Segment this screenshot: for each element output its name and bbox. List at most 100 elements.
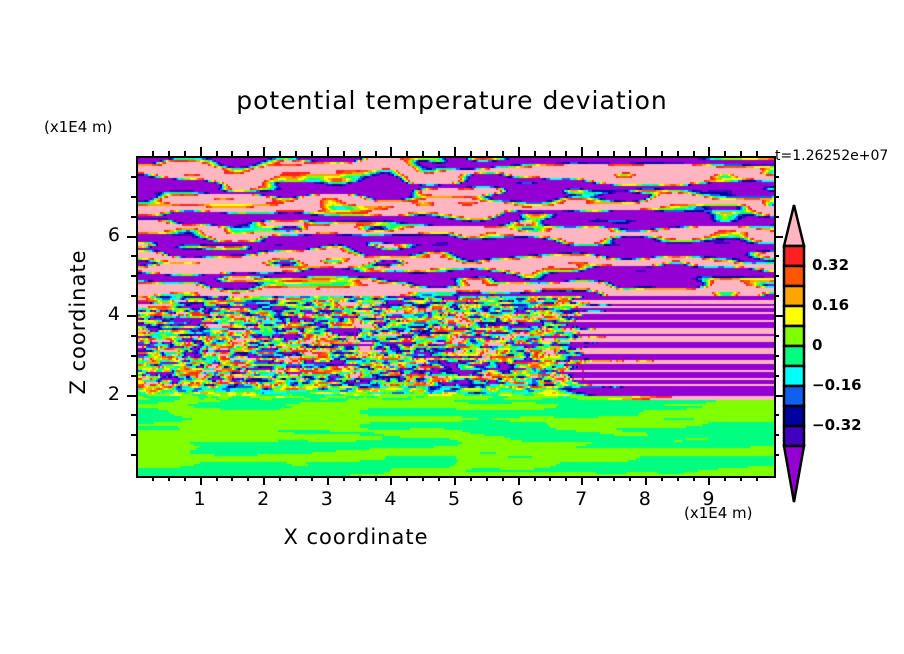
x-tick-label: 2 bbox=[257, 488, 270, 510]
x-tick-minor bbox=[501, 476, 504, 481]
x-axis-title: X coordinate bbox=[283, 525, 429, 549]
x-tick-minor bbox=[406, 476, 409, 481]
x-tick-minor bbox=[215, 476, 218, 481]
z-tick-major bbox=[127, 235, 136, 238]
x-tick-label: 8 bbox=[638, 488, 651, 510]
x-tick-minor bbox=[676, 476, 679, 481]
x-tick-minor bbox=[565, 476, 568, 481]
x-tick-minor-top bbox=[310, 151, 313, 156]
x-tick-major bbox=[454, 476, 456, 485]
page-title: potential temperature deviation bbox=[236, 86, 668, 115]
x-tick-major-top bbox=[390, 147, 393, 156]
x-tick-minor bbox=[358, 476, 361, 481]
z-tick-minor bbox=[131, 295, 136, 298]
x-tick-minor-top bbox=[422, 151, 425, 156]
x-tick-minor bbox=[756, 476, 759, 481]
z-axis-unit-label: (x1E4 m) bbox=[44, 118, 113, 136]
z-tick-minor bbox=[131, 215, 136, 218]
x-tick-minor bbox=[533, 476, 536, 481]
x-tick-minor-top bbox=[501, 151, 504, 156]
x-tick-label: 9 bbox=[702, 488, 715, 510]
z-tick-minor-right bbox=[774, 175, 779, 178]
x-tick-minor-top bbox=[406, 151, 409, 156]
x-tick-minor-top bbox=[279, 151, 282, 156]
z-tick-minor bbox=[131, 275, 136, 278]
x-tick-minor-top bbox=[485, 151, 488, 156]
x-tick-major bbox=[644, 476, 647, 485]
z-tick-minor-right bbox=[774, 414, 779, 417]
x-tick-minor bbox=[231, 476, 234, 481]
z-tick-minor-right bbox=[774, 215, 779, 218]
x-tick-minor-top bbox=[167, 151, 170, 156]
x-tick-label: 4 bbox=[384, 488, 397, 510]
colorbar-tick-label: −0.16 bbox=[812, 376, 862, 394]
x-tick-minor-top bbox=[151, 151, 154, 156]
z-tick-major-right bbox=[774, 315, 783, 317]
z-tick-minor bbox=[131, 374, 136, 377]
x-tick-minor-top bbox=[756, 151, 759, 156]
x-tick-major bbox=[581, 476, 584, 485]
colorbar-tick-label: −0.32 bbox=[812, 416, 862, 434]
z-tick-minor-right bbox=[774, 434, 779, 437]
x-tick-major-top bbox=[644, 147, 647, 156]
x-tick-label: 7 bbox=[575, 488, 588, 510]
x-tick-major bbox=[326, 476, 329, 485]
x-tick-minor-top bbox=[469, 151, 472, 156]
z-tick-minor-right bbox=[774, 295, 779, 298]
x-tick-minor-top bbox=[358, 151, 361, 156]
x-tick-major-top bbox=[199, 147, 202, 156]
x-tick-minor-top bbox=[676, 151, 679, 156]
z-tick-minor bbox=[131, 454, 136, 457]
z-tick-minor bbox=[131, 175, 136, 178]
x-tick-minor bbox=[183, 476, 186, 481]
x-tick-minor-top bbox=[247, 151, 250, 156]
z-tick-minor-right bbox=[774, 454, 779, 457]
x-tick-major bbox=[517, 476, 520, 485]
x-tick-minor-top bbox=[597, 151, 600, 156]
z-tick-minor-right bbox=[774, 275, 779, 278]
x-tick-minor-top bbox=[692, 151, 695, 156]
z-tick-minor bbox=[131, 195, 136, 198]
x-tick-minor-top bbox=[342, 151, 345, 156]
x-tick-minor bbox=[342, 476, 345, 481]
x-tick-minor bbox=[724, 476, 727, 481]
z-tick-minor-right bbox=[774, 195, 779, 198]
x-tick-major-top bbox=[263, 147, 266, 156]
x-tick-minor bbox=[247, 476, 250, 481]
x-tick-minor bbox=[151, 476, 154, 481]
x-tick-major bbox=[708, 476, 711, 485]
z-tick-minor-right bbox=[774, 255, 779, 258]
x-tick-minor bbox=[310, 476, 313, 481]
z-tick-minor bbox=[131, 414, 136, 417]
x-tick-major-top bbox=[326, 147, 329, 156]
x-tick-minor bbox=[740, 476, 743, 481]
x-tick-minor-top bbox=[533, 151, 536, 156]
x-tick-minor bbox=[374, 476, 377, 481]
timestamp-label: t=1.26252e+07 bbox=[775, 148, 889, 164]
x-tick-minor bbox=[660, 476, 663, 481]
x-tick-minor bbox=[628, 476, 631, 481]
x-tick-major bbox=[263, 476, 266, 485]
x-tick-minor-top bbox=[295, 151, 297, 156]
x-axis-unit-label: (x1E4 m) bbox=[684, 504, 753, 522]
colorbar-tick-label: 0.32 bbox=[812, 256, 850, 274]
x-tick-minor bbox=[279, 476, 282, 481]
x-tick-label: 6 bbox=[511, 488, 524, 510]
x-tick-minor-top bbox=[215, 151, 218, 156]
x-tick-major bbox=[199, 476, 202, 485]
z-tick-label: 4 bbox=[107, 303, 120, 325]
x-tick-minor bbox=[167, 476, 170, 481]
x-tick-minor bbox=[469, 476, 472, 481]
z-tick-minor bbox=[131, 334, 136, 337]
z-tick-minor-right bbox=[774, 334, 779, 337]
z-tick-minor bbox=[131, 434, 136, 437]
x-tick-minor-top bbox=[374, 151, 377, 156]
contour-plot-area bbox=[136, 156, 776, 478]
x-tick-minor-top bbox=[549, 151, 552, 156]
x-tick-minor-top bbox=[231, 151, 234, 156]
x-tick-minor-top bbox=[438, 151, 441, 156]
x-tick-major-top bbox=[517, 147, 520, 156]
x-tick-major-top bbox=[708, 147, 711, 156]
x-tick-minor-top bbox=[660, 151, 663, 156]
z-tick-major bbox=[127, 394, 136, 397]
